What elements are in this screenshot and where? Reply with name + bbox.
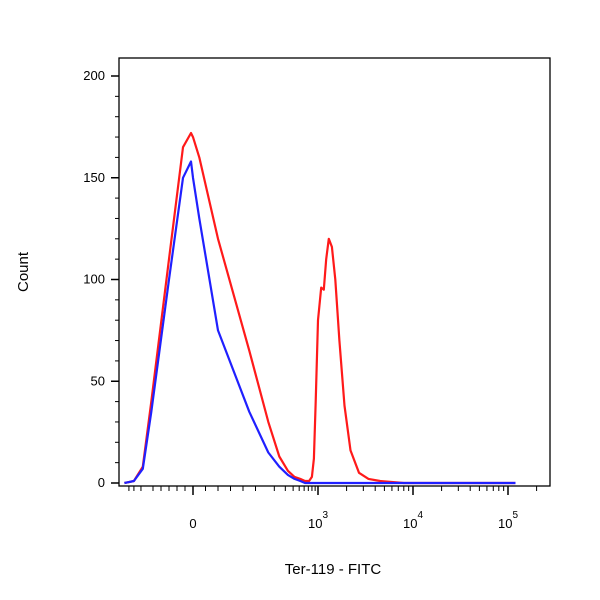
y-tick-label: 0 — [98, 475, 105, 490]
y-tick-label: 200 — [83, 68, 105, 83]
x-tick-label: 104 — [403, 510, 423, 531]
y-axis-title: Count — [15, 251, 32, 292]
x-tick-label: 0 — [189, 516, 196, 531]
x-tick-label: 103 — [308, 510, 328, 531]
x-tick-label: 105 — [498, 510, 518, 531]
series-layer — [124, 131, 516, 485]
y-tick-label: 100 — [83, 272, 105, 287]
series-line-2 — [124, 160, 516, 485]
y-axis: 0 50 100 150 200 — [83, 68, 119, 490]
y-tick-label: 150 — [83, 170, 105, 185]
x-axis-title: Ter-119 - FITC — [285, 561, 382, 578]
series-line-1 — [124, 131, 516, 485]
plot-frame — [118, 57, 551, 487]
x-axis: 0 103 104 105 — [128, 486, 538, 531]
y-tick-label: 50 — [91, 373, 105, 388]
